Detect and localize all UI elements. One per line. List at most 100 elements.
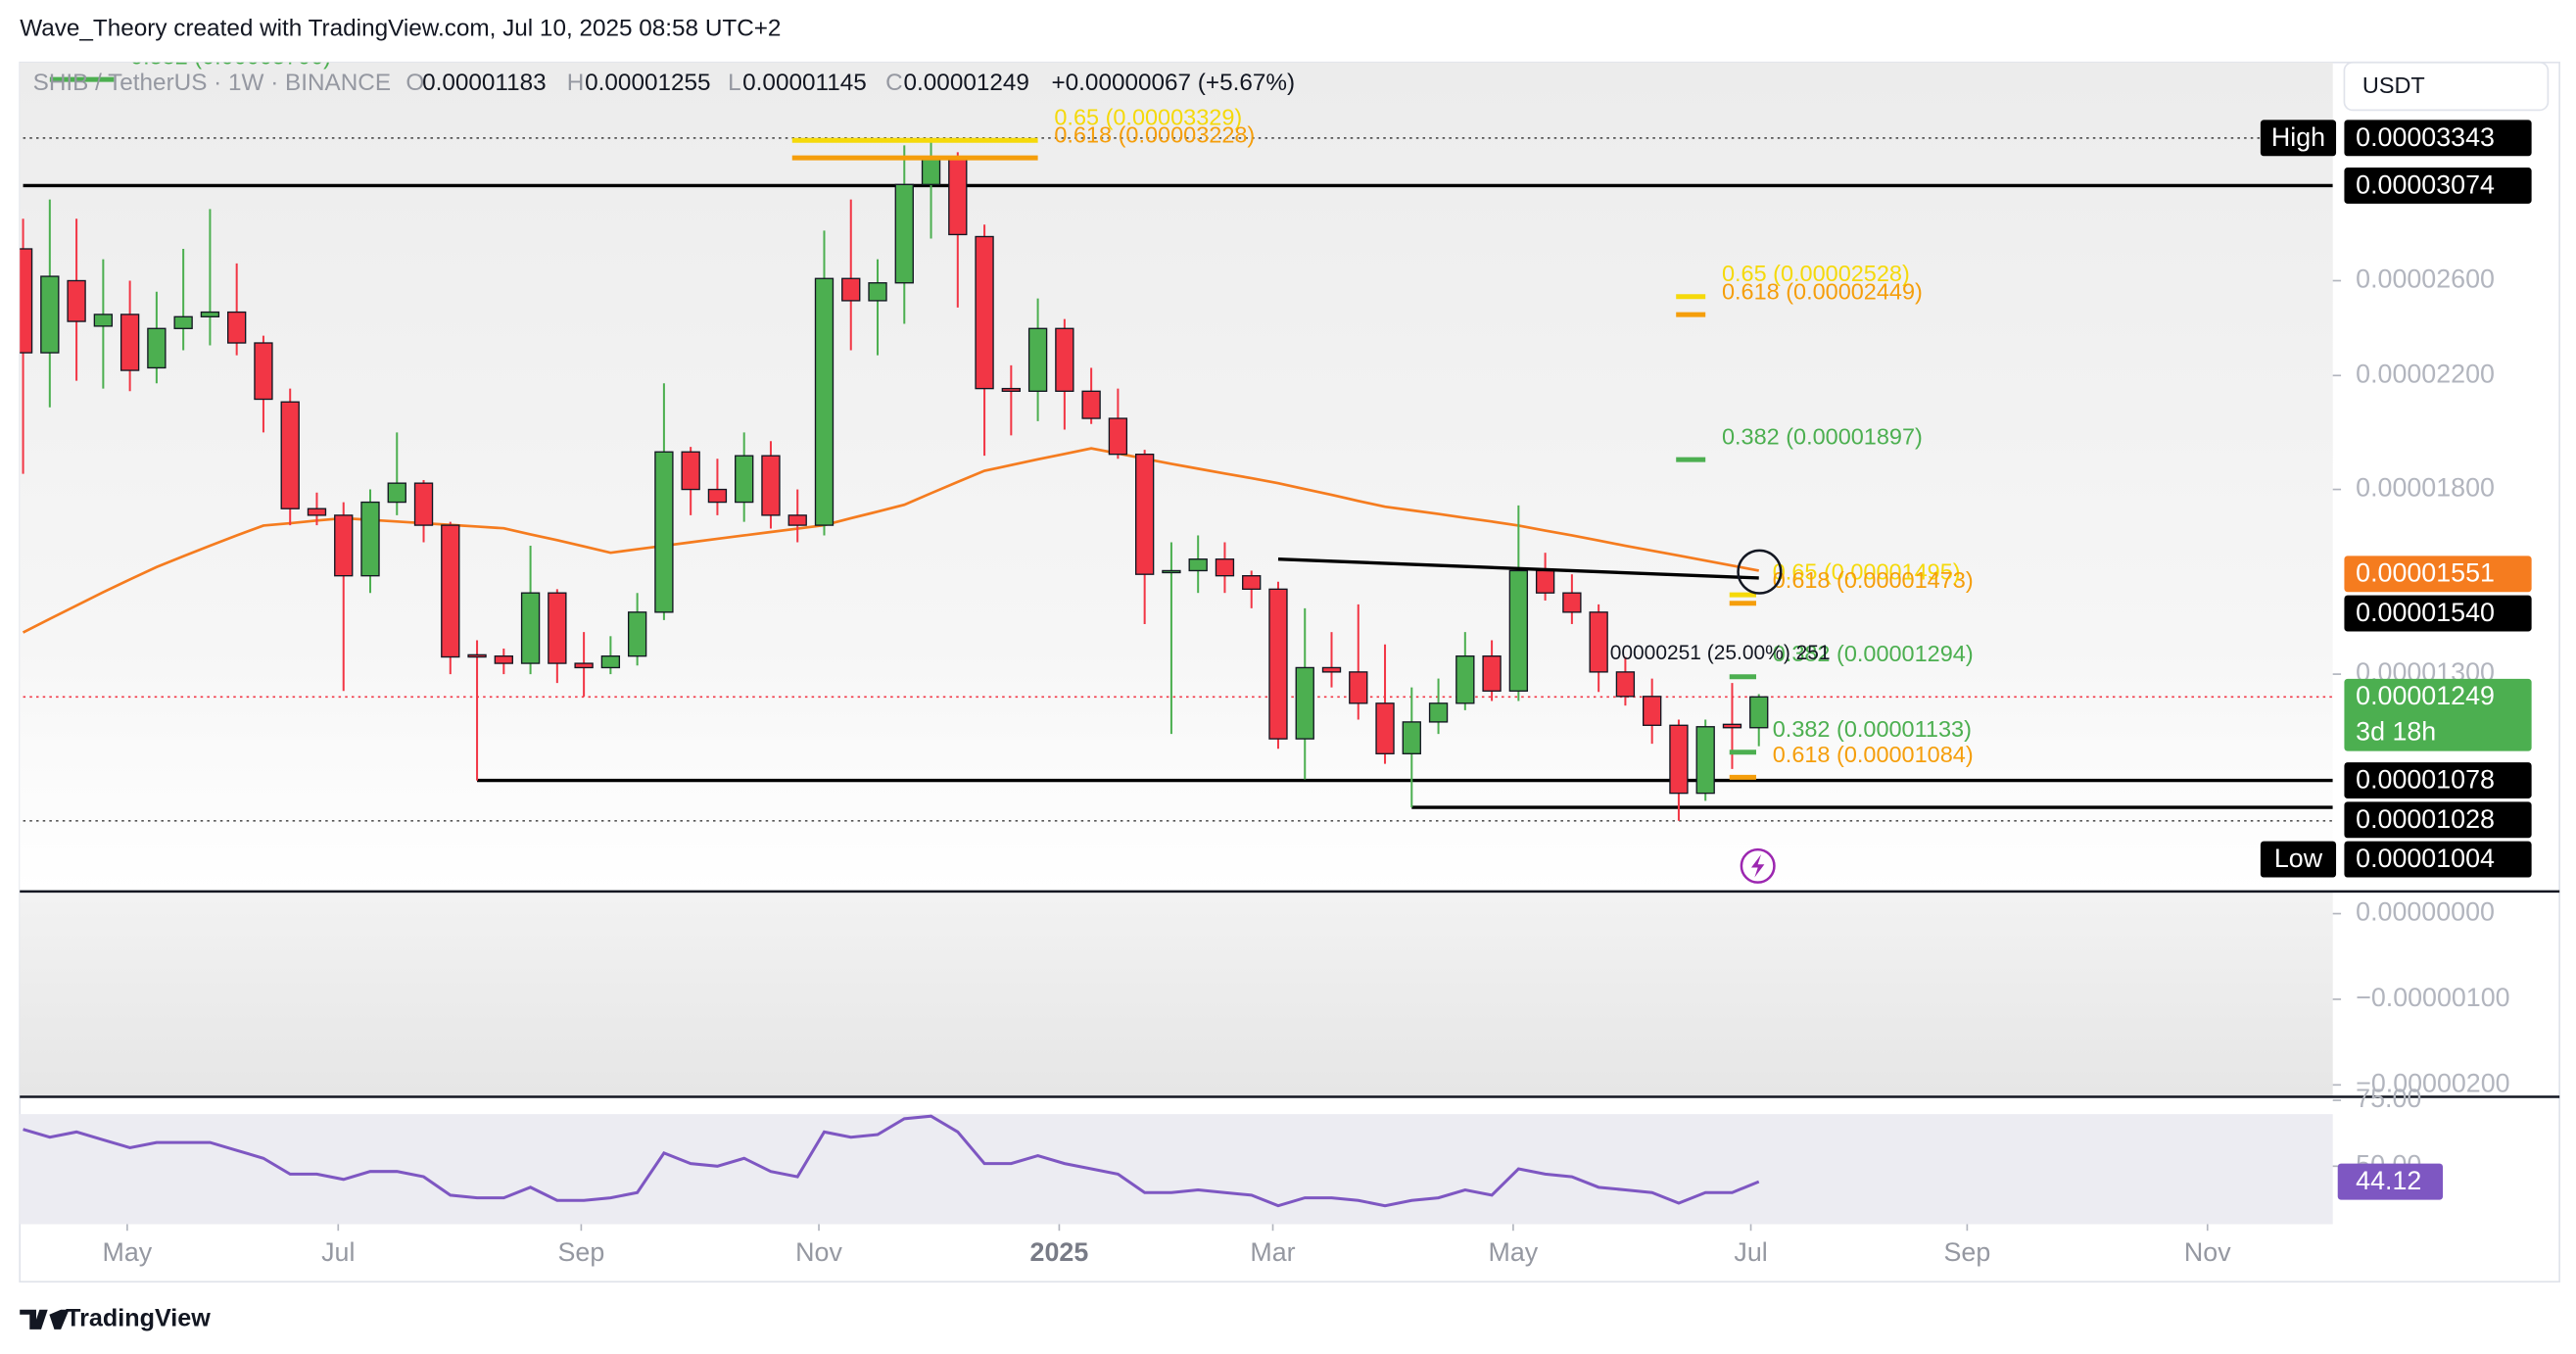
price-label: 0.00001078 <box>2356 765 2495 795</box>
fib-label: 0.618 (0.00003228) <box>1054 122 1255 148</box>
price-label: 0.00001028 <box>2356 804 2495 834</box>
macd-tick-label: 0.00000000 <box>2356 897 2495 927</box>
candle-body <box>1428 702 1449 723</box>
price-label-sub: 3d 18h <box>2356 716 2436 746</box>
price-tag: High <box>2271 122 2325 152</box>
axes: 0.000026000.000022000.000018000.00001300… <box>103 120 2532 1267</box>
candle-body <box>868 282 887 302</box>
candle-body <box>1508 569 1529 692</box>
legend-value: 0.00001145 <box>742 70 867 96</box>
candle-body <box>574 662 594 669</box>
fib-label: 0.65 (0.00003329) <box>1054 105 1242 130</box>
x-tick-label: Sep <box>558 1237 605 1267</box>
candle-body <box>681 451 700 491</box>
fib-label: 0.618 (0.00001473) <box>1773 567 1974 593</box>
candle-body <box>254 342 273 401</box>
x-tick-label: Sep <box>1944 1237 1991 1267</box>
rsi-line <box>23 1114 1760 1208</box>
currency-button[interactable] <box>2343 61 2550 112</box>
price-label-box <box>2344 168 2532 204</box>
rsi-value: 44.12 <box>2356 1166 2421 1195</box>
event-icon[interactable] <box>1740 847 1776 884</box>
moving-average <box>22 447 1759 634</box>
legend-value: 0.00001183 <box>422 70 547 96</box>
price-label: 0.00001249 <box>2356 681 2495 710</box>
x-tick-label: 2025 <box>1030 1237 1089 1267</box>
macd-tick-label: −0.00000200 <box>2356 1068 2509 1097</box>
rsi-pane <box>20 1114 2333 1225</box>
candle-body <box>40 275 60 354</box>
candle-body <box>147 327 167 369</box>
candle-body <box>200 311 220 317</box>
candle-body <box>948 157 968 236</box>
fib-label: 0.382 (0.00001897) <box>1722 424 1923 450</box>
candle-body <box>1482 655 1502 692</box>
x-tick-label: Nov <box>2184 1237 2231 1267</box>
price-label-box <box>2344 595 2532 632</box>
price-label: 0.00003074 <box>2356 169 2495 199</box>
price-tag-box <box>2260 120 2337 157</box>
x-tick-label: May <box>103 1237 153 1267</box>
candle-body <box>173 315 193 329</box>
candle-body <box>841 277 861 302</box>
candle-body <box>334 514 354 577</box>
legend-value: 0.00001249 <box>904 70 1029 96</box>
fib-label: 0.382 (0.00003706) <box>130 44 331 70</box>
x-tick-label: Nov <box>795 1237 842 1267</box>
candle-body <box>975 235 994 390</box>
price-label-box <box>2344 556 2532 593</box>
candle-body <box>1722 723 1742 729</box>
candle-body <box>20 248 33 354</box>
candle-body <box>1215 558 1235 577</box>
candle-body <box>1321 666 1342 673</box>
macd-pane <box>20 892 2333 1096</box>
candle-body <box>1669 724 1689 795</box>
legend: SHIB / TetherUS · 1W · BINANCE O 0.00001… <box>33 70 1295 96</box>
price-label-box <box>2344 120 2532 157</box>
candle-body <box>1108 417 1128 456</box>
candle-body <box>1455 655 1475 704</box>
price-tag: Low <box>2274 844 2323 873</box>
trend-line <box>1277 557 1759 580</box>
candle-body <box>1055 327 1074 392</box>
candle-body <box>1081 390 1101 419</box>
event-icon-bolt <box>1750 854 1765 878</box>
candle-body <box>1001 387 1022 392</box>
legend-symbol: SHIB / TetherUS · 1W · BINANCE <box>33 70 391 96</box>
candle-body <box>1375 702 1395 754</box>
price-label: 0.00001540 <box>2356 598 2495 627</box>
candle-body <box>1643 696 1662 726</box>
candle-body <box>307 508 327 516</box>
candle-body <box>1134 453 1155 575</box>
candle-body <box>894 183 914 284</box>
price-tag-box <box>2260 841 2337 878</box>
candle-body <box>1188 558 1208 572</box>
candle-body <box>413 482 434 526</box>
legend-key: L <box>728 70 741 96</box>
candle-body <box>441 524 460 658</box>
legend-key: C <box>885 70 903 96</box>
x-tick-label: Jul <box>321 1237 355 1267</box>
highlight-circle <box>1737 549 1783 595</box>
x-tick-label: Jul <box>1734 1237 1767 1267</box>
legend-value: 0.00001255 <box>585 70 710 96</box>
price-label-box <box>2344 678 2532 751</box>
candle-body <box>1535 569 1555 594</box>
candle-body <box>1749 696 1769 729</box>
candle-body <box>119 314 140 371</box>
price-label: 0.00001551 <box>2356 558 2495 588</box>
legend-key: O <box>405 70 424 96</box>
price-label-box <box>2344 762 2532 799</box>
candle-body <box>227 311 247 344</box>
candle-body <box>1402 721 1421 754</box>
y-tick-label: 0.00001800 <box>2356 473 2495 503</box>
candle-body <box>1242 575 1262 591</box>
y-tick-label: 0.00002200 <box>2356 359 2495 388</box>
candle-body <box>1589 611 1608 673</box>
fib-label: 0.382 (0.00001133) <box>1773 716 1972 742</box>
price-label: 0.00003343 <box>2356 122 2495 152</box>
candle-body <box>1695 726 1715 795</box>
fib-label: 0.618 (0.00002449) <box>1722 279 1923 305</box>
